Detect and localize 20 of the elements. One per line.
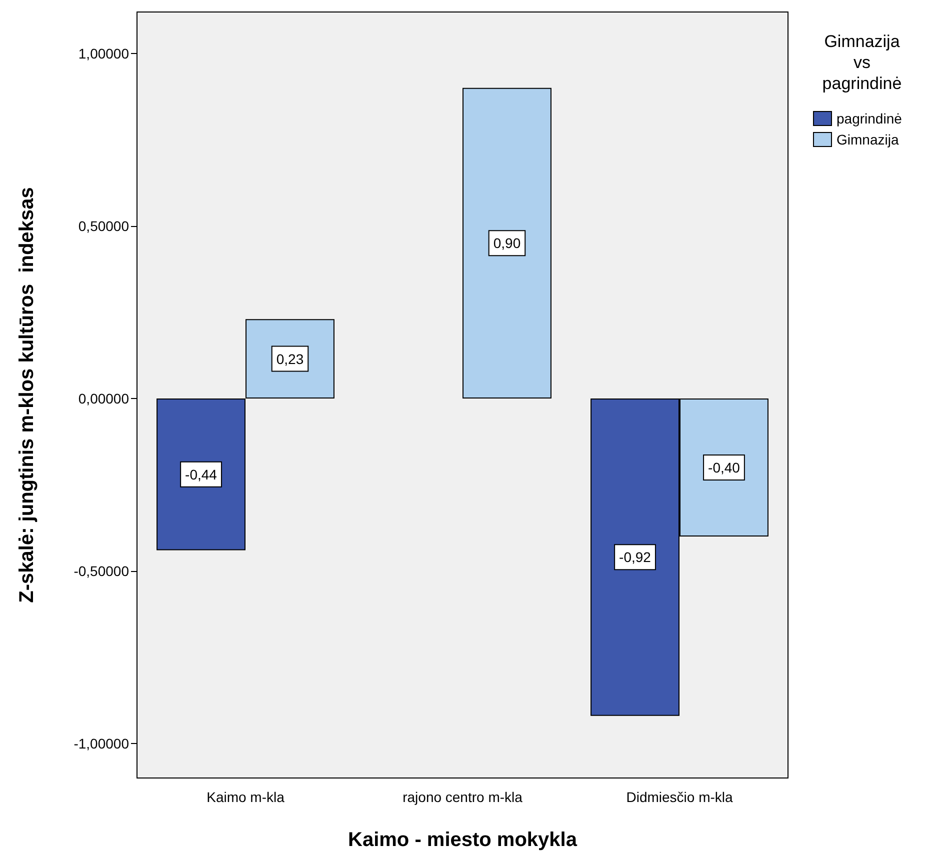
data-label: -0,44 [185,466,218,482]
legend-label: pagrindinė [836,110,902,126]
y-tick-label: 0,50000 [78,218,130,234]
legend-title: Gimnazija vs pagrindinė [822,32,902,93]
bar [462,88,552,398]
data-label: 0,23 [276,350,304,367]
x-tick-label: rajono centro m-kla [402,789,523,805]
y-tick-label: 1,00000 [78,45,130,62]
data-label: -0,92 [619,549,652,566]
y-tick-label: -0,50000 [74,562,130,579]
x-axis-title: Kaimo - miesto mokykla [348,829,578,851]
x-tick-label: Kaimo m-kla [206,789,285,805]
data-label: 0,90 [493,235,521,252]
y-tick-label: 0,00000 [78,390,130,406]
data-label: -0,40 [708,459,740,476]
x-tick-label: Didmiesčio m-kla [626,789,733,805]
y-axis-title: Z-skalė: jungtinis m-klos kultūros indeksas [16,187,38,603]
legend-label: Gimnazija [836,132,899,148]
bar [156,398,246,550]
y-tick-label: -1,00000 [74,735,130,752]
